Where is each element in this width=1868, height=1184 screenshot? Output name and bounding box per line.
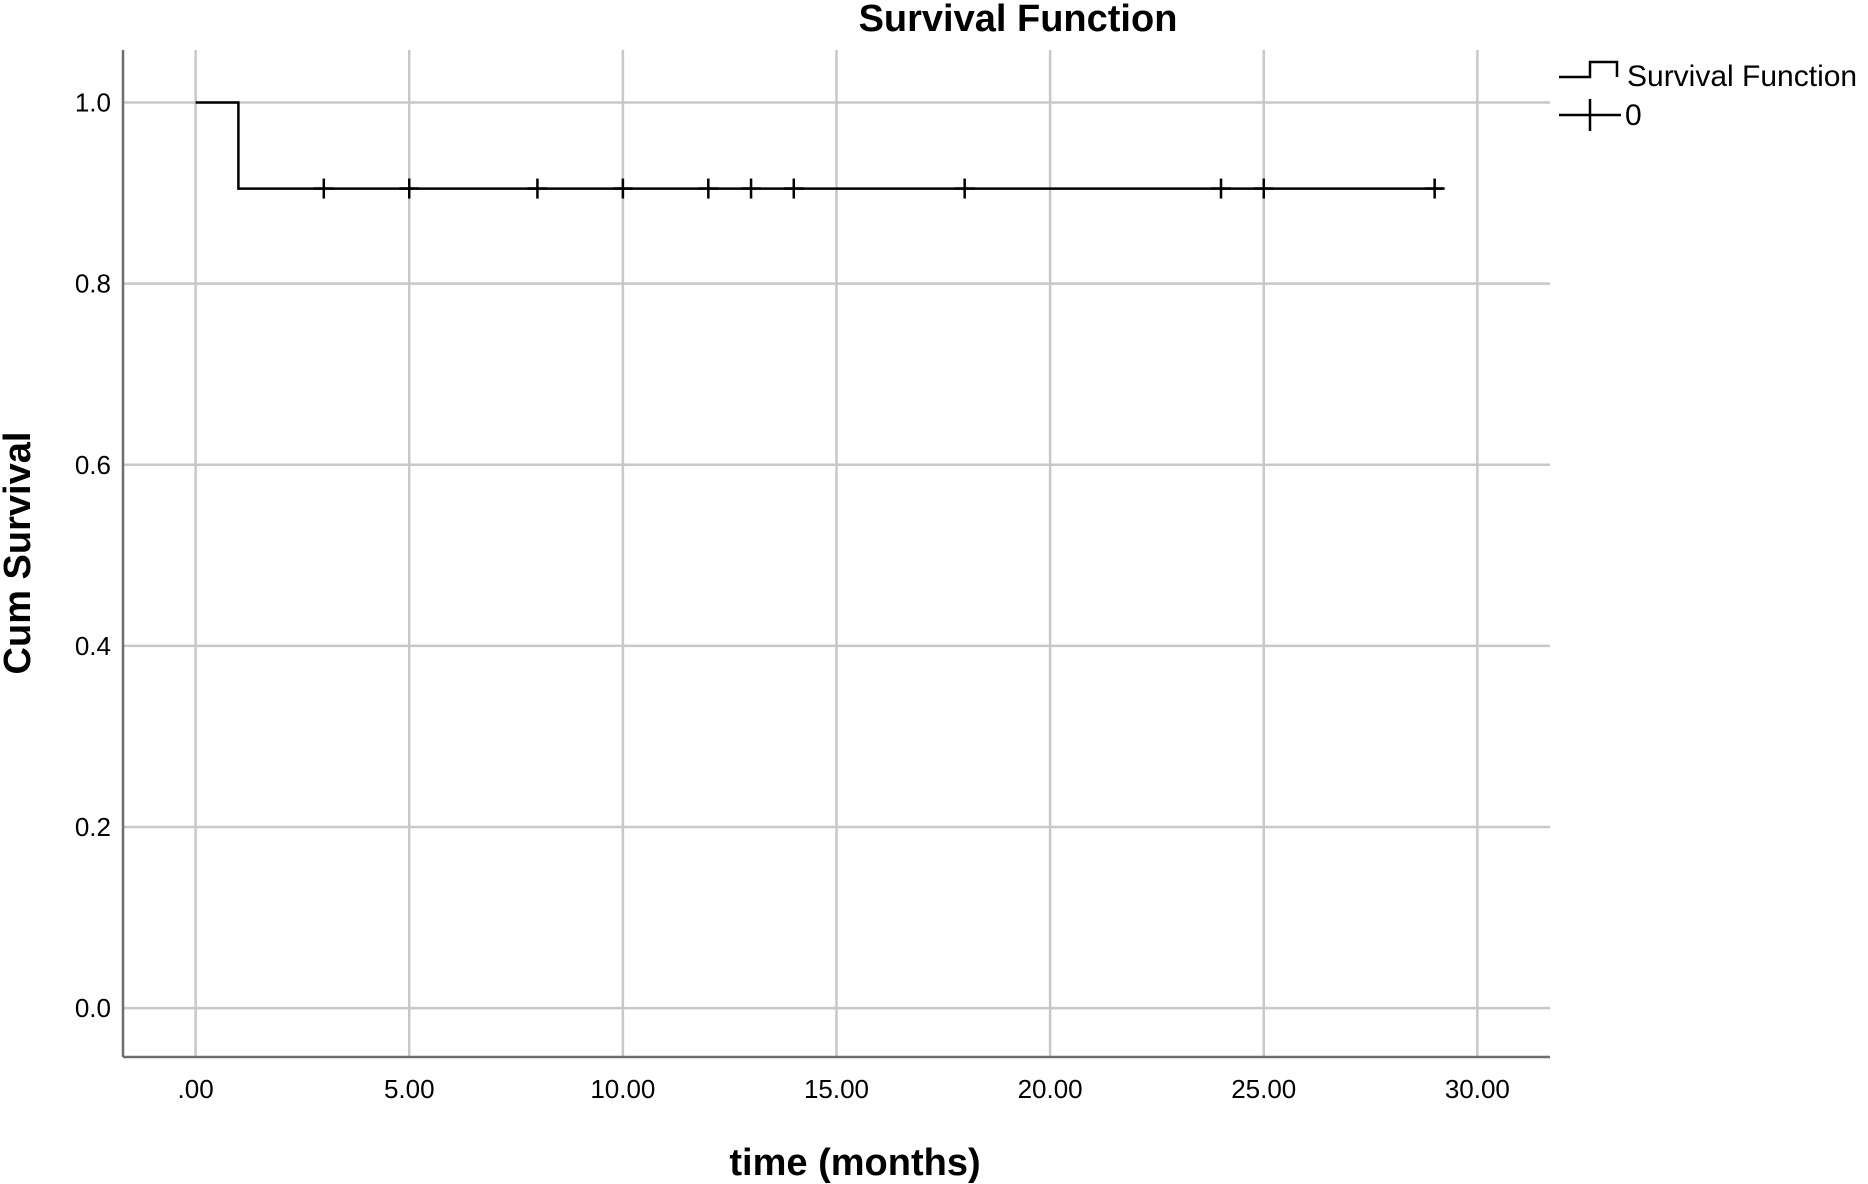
censor-mark xyxy=(954,178,975,199)
x-axis-title: time (months) xyxy=(729,1142,980,1184)
x-tick-label: .00 xyxy=(178,1074,214,1104)
censor-mark xyxy=(783,178,804,199)
censor-mark xyxy=(698,178,719,199)
survival-step-line xyxy=(195,101,1444,190)
legend: Survival Function 0 xyxy=(1559,60,1857,132)
x-tick-label: 20.00 xyxy=(1018,1074,1083,1104)
legend-step-symbol xyxy=(1559,60,1619,79)
x-tick-label: 10.00 xyxy=(590,1074,655,1104)
censor-mark xyxy=(1211,178,1232,199)
y-tick-label: 0.0 xyxy=(75,993,111,1023)
y-tick-label: 0.6 xyxy=(75,450,111,480)
legend-label-censored: 0 xyxy=(1625,99,1642,132)
x-tick-label: 30.00 xyxy=(1445,1074,1510,1104)
y-tick-label: 0.4 xyxy=(75,631,111,661)
censor-mark xyxy=(1253,178,1274,199)
axes xyxy=(121,50,1550,1059)
x-tick-label: 5.00 xyxy=(384,1074,435,1104)
censor-marks xyxy=(313,178,1445,199)
censor-mark xyxy=(399,178,420,199)
y-tick-label: 1.0 xyxy=(75,88,111,118)
y-axis-title: Cum Survival xyxy=(0,432,39,675)
x-tick-label: 25.00 xyxy=(1231,1074,1296,1104)
censor-mark xyxy=(741,178,762,199)
y-tick-label: 0.8 xyxy=(75,269,111,299)
legend-label-survival-function: Survival Function xyxy=(1627,60,1857,93)
x-tick-labels: .00 5.00 10.00 15.00 20.00 25.00 30.00 xyxy=(178,1074,1510,1104)
censor-mark xyxy=(313,178,334,199)
y-tick-label: 0.2 xyxy=(75,812,111,842)
y-tick-labels: 0.0 0.2 0.4 0.6 0.8 1.0 xyxy=(75,88,111,1024)
x-tick-label: 15.00 xyxy=(804,1074,869,1104)
chart-title: Survival Function xyxy=(859,0,1178,40)
gridlines xyxy=(123,50,1550,1057)
censor-mark xyxy=(1424,178,1445,199)
censor-mark xyxy=(527,178,548,199)
series-area xyxy=(195,101,1444,190)
censor-mark xyxy=(612,178,633,199)
